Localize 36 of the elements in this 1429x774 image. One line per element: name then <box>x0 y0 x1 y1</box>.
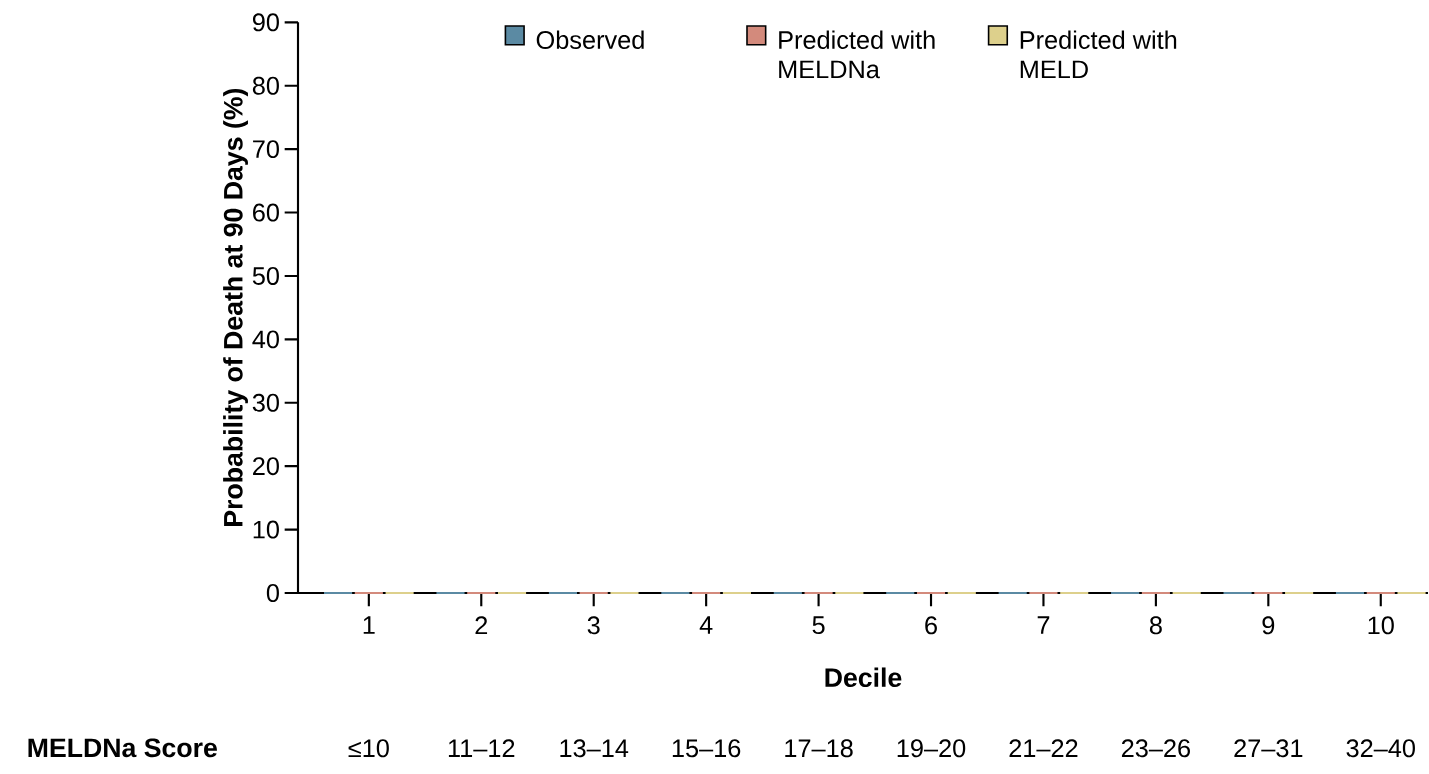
x-tick-label: 1 <box>363 616 375 634</box>
x-tick-label: 10 <box>1368 616 1394 635</box>
text: ≤10 <box>348 739 389 758</box>
x-axis-title: Decile <box>825 667 902 688</box>
text: 17–18 <box>785 739 853 758</box>
y-tick-label: 70 <box>253 140 279 159</box>
text: 23–26 <box>1121 739 1190 758</box>
y-axis-title: Probability of Death at 90 Days (%) <box>223 88 248 526</box>
text: 21–22 <box>1009 739 1078 757</box>
text: MELDNa Score <box>28 738 217 758</box>
y-tick-label: 20 <box>253 457 279 476</box>
x-tick-label: 5 <box>812 616 825 635</box>
y-tick-label: 10 <box>253 520 279 539</box>
y-tick-label: 80 <box>252 76 279 95</box>
text: 32–40 <box>1346 739 1415 758</box>
y-tick-label: 50 <box>252 266 279 285</box>
text: 13–14 <box>560 739 629 758</box>
legend-label: Observed <box>536 30 644 49</box>
x-tick-label: 4 <box>699 616 713 634</box>
text: 19–20 <box>897 739 966 758</box>
x-tick-label: 8 <box>1149 616 1162 635</box>
x-tick-label: 9 <box>1262 616 1275 635</box>
y-tick-label: 60 <box>253 203 279 222</box>
text: 11–12 <box>448 739 515 757</box>
y-tick-label: 90 <box>252 13 279 32</box>
y-tick-label: 0 <box>266 584 279 602</box>
y-tick-label: 30 <box>252 393 279 412</box>
x-tick-label: 7 <box>1037 616 1050 634</box>
legend-label: Predicted with MELDNa <box>779 30 935 79</box>
text: 27–31 <box>1234 739 1303 758</box>
legend-label: Predicted with MELD <box>1020 30 1177 79</box>
x-tick-label: 3 <box>587 616 600 635</box>
x-tick-label: 2 <box>475 616 488 635</box>
x-tick-label: 6 <box>925 616 937 635</box>
y-tick-label: 40 <box>252 330 279 349</box>
text: 15–16 <box>672 739 741 758</box>
